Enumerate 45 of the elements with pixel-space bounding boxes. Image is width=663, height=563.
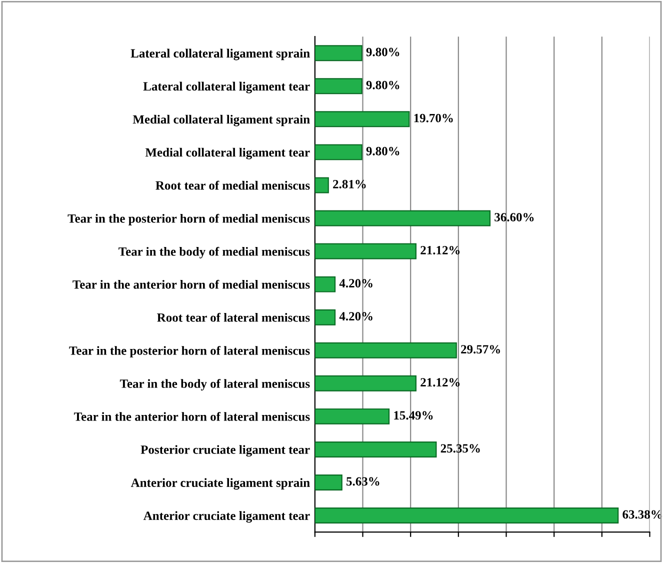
y-tick-label: Anterior cruciate ligament sprain bbox=[130, 478, 310, 490]
y-tick-label: Lateral collateral ligament sprain bbox=[130, 48, 310, 60]
data-label: 4.20% bbox=[339, 312, 372, 321]
y-tick-label: Medial collateral ligament sprain bbox=[132, 114, 310, 126]
data-label: 25.35% bbox=[440, 444, 480, 453]
data-label: 19.70% bbox=[414, 114, 453, 122]
data-label: 9.80% bbox=[366, 80, 400, 90]
data-label: 29.57% bbox=[461, 345, 500, 354]
bar bbox=[314, 243, 416, 260]
data-label: 2.81% bbox=[333, 180, 366, 188]
bar bbox=[314, 210, 491, 226]
bar bbox=[314, 276, 336, 292]
data-label: 63.38% bbox=[622, 510, 662, 519]
y-tick-label: Tear in the posterior horn of lateral meniscus bbox=[69, 346, 310, 358]
y-tick-label: Anterior cruciate ligament tear bbox=[143, 511, 310, 523]
y-tick-label: Tear in the body of lateral meniscus bbox=[120, 379, 310, 390]
bar bbox=[314, 177, 329, 194]
data-label: 36.60% bbox=[494, 212, 534, 222]
bar bbox=[314, 111, 410, 128]
data-label: 9.80% bbox=[366, 146, 400, 156]
y-tick-label: Lateral collateral ligament tear bbox=[143, 82, 310, 94]
y-tick-label: Root tear of lateral meniscus bbox=[157, 312, 310, 322]
y-tick-label: Tear in the body of medial meniscus bbox=[118, 246, 310, 258]
y-tick-label: Root tear of medial meniscus bbox=[156, 180, 310, 190]
y-tick-label: Tear in the anterior horn of lateral meniscus bbox=[74, 412, 310, 421]
data-label: 21.12% bbox=[420, 378, 460, 387]
data-label: 4.20% bbox=[339, 279, 372, 288]
data-label: 21.12% bbox=[420, 246, 460, 254]
bar bbox=[314, 441, 437, 458]
y-tick-label: Posterior cruciate ligament tear bbox=[140, 445, 310, 457]
bar bbox=[314, 508, 619, 524]
bar bbox=[314, 309, 336, 326]
bar bbox=[314, 474, 342, 490]
bar bbox=[314, 375, 416, 392]
bar bbox=[314, 342, 457, 358]
bar bbox=[314, 408, 390, 424]
bar bbox=[314, 45, 362, 62]
data-label: 9.80% bbox=[366, 48, 400, 56]
data-label: 15.49% bbox=[394, 411, 433, 420]
data-label: 5.63% bbox=[346, 477, 380, 486]
bar bbox=[314, 78, 362, 94]
y-tick-label: Tear in the anterior horn of medial meniscus bbox=[72, 280, 310, 289]
y-tick-label: Tear in the posterior horn of medial meniscus bbox=[68, 214, 310, 226]
y-tick-label: Medial collateral ligament tear bbox=[145, 148, 310, 160]
bar bbox=[314, 144, 362, 160]
